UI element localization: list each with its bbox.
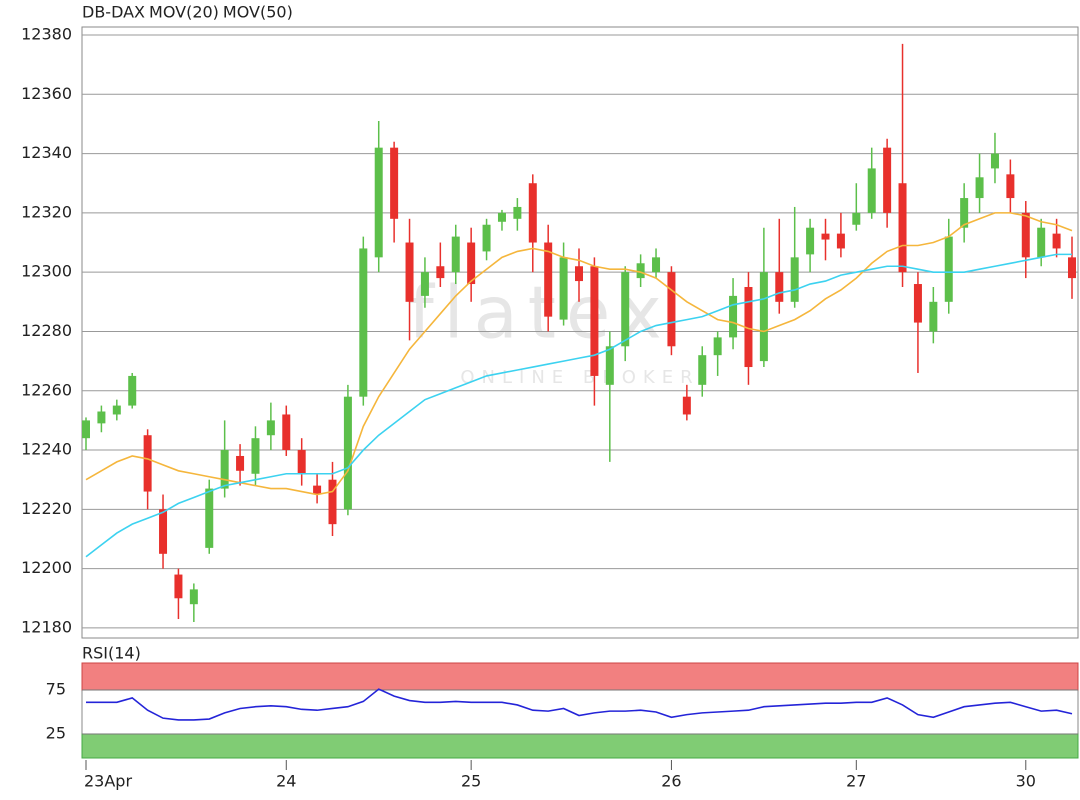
candle-body	[128, 375, 137, 406]
y-tick-label: 12240	[21, 440, 72, 459]
candle-body	[405, 242, 414, 302]
overbought-band	[81, 662, 1079, 691]
candle-body	[159, 509, 168, 554]
candle-body	[975, 177, 984, 199]
candle-body	[282, 414, 291, 451]
y-tick-label: 12280	[21, 321, 72, 340]
y-tick-label: 12320	[21, 202, 72, 221]
candle-body	[328, 479, 337, 525]
legend-entry: MOV(50)	[223, 3, 293, 22]
candle-body	[575, 266, 583, 282]
candle-body	[528, 183, 537, 243]
candle-body	[359, 248, 368, 397]
candle-body	[883, 147, 892, 213]
candle-body	[313, 485, 322, 495]
candle-body	[497, 212, 506, 222]
candle-body	[236, 455, 245, 471]
candle-body	[590, 266, 599, 376]
moving-average-line	[85, 253, 1072, 558]
candle-body	[82, 420, 90, 439]
y-tick-label: 12260	[21, 380, 72, 399]
y-tick-label: 12220	[21, 499, 72, 518]
y-tick-label: 12300	[21, 262, 72, 281]
candle-body	[652, 257, 661, 273]
candle-body	[1006, 174, 1015, 199]
candle-body	[297, 450, 306, 474]
candle-body	[451, 236, 460, 273]
candle-body	[729, 295, 738, 338]
candle-body	[913, 284, 922, 323]
candle-body	[621, 272, 630, 347]
y-tick-label: 12180	[21, 617, 72, 636]
candle-body	[467, 242, 476, 285]
y-tick-label: 12380	[21, 25, 72, 44]
candle-body	[790, 257, 799, 302]
candle-body	[929, 301, 938, 332]
y-tick-label: 12360	[21, 84, 72, 103]
candle-body	[343, 396, 352, 510]
candle-body	[1068, 257, 1076, 279]
candle-body	[420, 272, 429, 296]
candle-body	[482, 224, 491, 252]
candle-body	[390, 147, 399, 219]
candle-body	[852, 212, 861, 225]
candle-body	[636, 263, 645, 279]
y-tick-label: 12200	[21, 558, 72, 577]
x-tick-label: 26	[661, 772, 681, 791]
y-tick-label: 12340	[21, 143, 72, 162]
candle-body	[374, 147, 383, 258]
moving-average-line	[85, 212, 1073, 496]
candle-body	[713, 337, 722, 356]
watermark-title: flatex	[408, 271, 671, 355]
oversold-band	[81, 733, 1079, 759]
candle-body	[898, 183, 907, 273]
candle-body	[821, 233, 830, 240]
candle-body	[744, 286, 753, 368]
candle-body	[189, 589, 198, 605]
candle-body	[605, 346, 614, 385]
rsi-tick-label: 25	[46, 723, 66, 742]
candle-body	[944, 236, 953, 302]
candle-body	[775, 272, 784, 302]
candle-body	[990, 153, 999, 169]
candle-body	[97, 411, 106, 424]
rsi-title: RSI(14)	[82, 644, 141, 663]
candle-body	[251, 438, 260, 474]
legend-entry: MOV(20)	[149, 3, 219, 22]
candle-body	[698, 355, 707, 385]
candle-body	[867, 168, 876, 213]
x-tick-label: 23Apr	[84, 772, 132, 791]
candle-body	[559, 257, 568, 320]
price-panel	[81, 26, 1079, 639]
x-tick-label: 30	[1016, 772, 1036, 791]
candle-body	[436, 266, 445, 279]
x-tick-label: 24	[276, 772, 296, 791]
watermark-subtitle: ONLINE BROKER	[460, 367, 699, 388]
x-tick-label: 27	[846, 772, 866, 791]
candle-body	[174, 574, 183, 599]
candle-body	[1021, 212, 1030, 258]
candle-body	[836, 233, 845, 249]
candle-body	[513, 206, 522, 219]
candle-body	[266, 420, 275, 436]
candle-body	[1052, 233, 1061, 249]
rsi-line	[86, 688, 1073, 721]
candle-body	[220, 450, 229, 489]
legend-entry: DB-DAX	[82, 3, 145, 22]
candle-body	[544, 242, 553, 317]
candle-body	[1037, 227, 1046, 258]
x-tick-label: 25	[461, 772, 481, 791]
candle-body	[960, 198, 969, 228]
candle-body	[205, 488, 214, 548]
candle-body	[143, 435, 152, 492]
candle-body	[112, 405, 121, 415]
candle-body	[682, 396, 691, 415]
candle-body	[667, 272, 676, 347]
candle-body	[806, 227, 815, 255]
candle-body	[759, 272, 768, 362]
rsi-tick-label: 75	[46, 680, 66, 699]
